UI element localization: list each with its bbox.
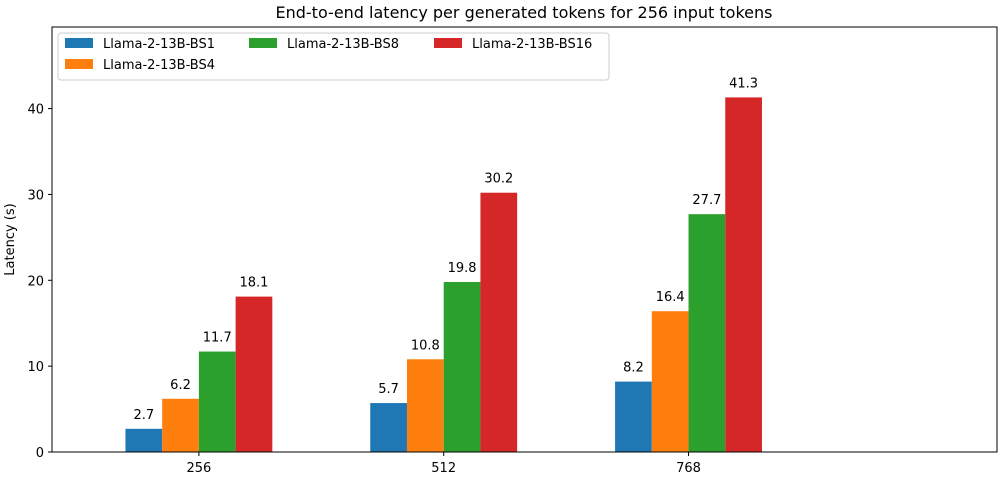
data-label: 41.3	[729, 76, 758, 91]
legend-frame	[57, 32, 610, 81]
plot-frame	[51, 26, 998, 453]
y-axis-label: Latency (s)	[3, 203, 18, 275]
x-tick-label: 512	[431, 461, 456, 476]
data-labels-layer: 2.7 5.7 8.2 6.2 10.8 16.4 11.7 19.8 27.7 18.1 30.2…	[133, 76, 758, 422]
bar-llama-2-13b-bs1-768	[615, 381, 652, 452]
data-label: 16.4	[656, 290, 685, 305]
y-tick-label: 10	[27, 360, 44, 375]
y-tick-label: 40	[27, 103, 44, 118]
legend-label: Llama-2-13B-BS8	[287, 37, 399, 52]
y-tick-label: 0	[36, 446, 44, 461]
y-axis: 0 10 20 30 40	[27, 103, 52, 461]
data-label: 6.2	[170, 378, 191, 393]
x-axis: 256 512 768	[186, 452, 701, 476]
legend-swatch	[65, 38, 93, 48]
bar-llama-2-13b-bs16-256	[235, 296, 273, 452]
data-label: 30.2	[484, 172, 513, 187]
legend-label: Llama-2-13B-BS4	[103, 58, 215, 73]
legend-swatch	[65, 59, 93, 69]
y-tick-label: 30	[27, 188, 44, 203]
y-tick-label: 20	[27, 274, 44, 289]
bar-llama-2-13b-bs8-512	[443, 282, 481, 452]
data-label: 27.7	[692, 193, 721, 208]
data-label: 19.8	[448, 261, 477, 276]
bars-layer	[125, 97, 762, 453]
bar-llama-2-13b-bs1-512	[370, 403, 407, 452]
chart-title: End-to-end latency per generated tokens …	[276, 3, 773, 22]
bar-llama-2-13b-bs1-256	[125, 428, 163, 452]
data-label: 8.2	[623, 361, 644, 376]
data-label: 2.7	[133, 408, 154, 423]
bar-llama-2-13b-bs4-512	[406, 359, 444, 452]
bar-llama-2-13b-bs4-256	[162, 398, 199, 452]
data-label: 5.7	[378, 382, 399, 397]
bar-llama-2-13b-bs8-256	[198, 351, 236, 452]
legend-swatch	[434, 38, 462, 48]
bar-llama-2-13b-bs16-768	[725, 97, 762, 453]
bar-llama-2-13b-bs4-768	[651, 311, 689, 452]
data-label: 18.1	[240, 276, 269, 291]
bar-llama-2-13b-bs8-768	[688, 214, 726, 452]
data-label: 11.7	[203, 331, 232, 346]
legend-swatch	[249, 38, 277, 48]
legend-label: Llama-2-13B-BS16	[472, 37, 592, 52]
data-label: 10.8	[411, 338, 440, 353]
legend-label: Llama-2-13B-BS1	[103, 37, 215, 52]
bar-llama-2-13b-bs16-512	[480, 192, 518, 452]
x-tick-label: 256	[186, 461, 211, 476]
legend: Llama-2-13B-BS1 Llama-2-13B-BS4 Llama-2-13…	[57, 32, 610, 81]
x-tick-label: 768	[676, 461, 701, 476]
